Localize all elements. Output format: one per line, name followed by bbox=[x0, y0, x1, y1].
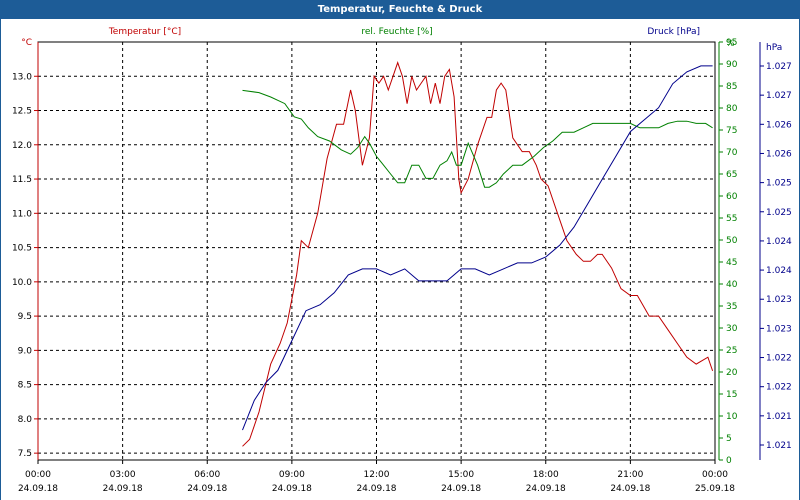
window-frame-left bbox=[0, 19, 1, 500]
temperature-tick-label: 12.5 bbox=[12, 107, 32, 117]
x-tick-time-label: 06:00 bbox=[194, 470, 220, 480]
temperature-tick-label: 9.5 bbox=[18, 312, 32, 322]
window-title: Temperatur, Feuchte & Druck bbox=[0, 0, 800, 19]
pressure-tick-label: 1.027 bbox=[766, 91, 792, 101]
humidity-tick-label: 40 bbox=[726, 280, 738, 290]
temperature-tick-label: 11.5 bbox=[12, 175, 32, 185]
humidity-tick-label: 5 bbox=[726, 434, 732, 444]
x-tick-date-label: 25.09.18 bbox=[695, 484, 735, 494]
temperature-axis-title: Temperatur [°C] bbox=[108, 27, 181, 37]
temperature-series-line bbox=[242, 61, 714, 447]
pressure-tick-label: 1.022 bbox=[766, 383, 792, 393]
x-tick-date-label: 24.09.18 bbox=[272, 484, 312, 494]
humidity-tick-label: 15 bbox=[726, 390, 737, 400]
x-tick-time-label: 00:00 bbox=[702, 470, 728, 480]
humidity-tick-label: 75 bbox=[726, 126, 737, 136]
humidity-tick-label: 25 bbox=[726, 346, 737, 356]
humidity-tick-label: 70 bbox=[726, 148, 738, 158]
x-tick-date-label: 24.09.18 bbox=[187, 484, 227, 494]
x-tick-time-label: 03:00 bbox=[110, 470, 136, 480]
pressure-tick-label: 1.024 bbox=[766, 237, 792, 247]
humidity-tick-label: 20 bbox=[726, 368, 738, 378]
humidity-tick-label: 45 bbox=[726, 258, 737, 268]
pressure-tick-label: 1.022 bbox=[766, 354, 792, 364]
x-tick-date-label: 24.09.18 bbox=[526, 484, 566, 494]
x-tick-time-label: 12:00 bbox=[364, 470, 390, 480]
temperature-tick-label: 8.0 bbox=[18, 415, 33, 425]
x-tick-time-label: 18:00 bbox=[533, 470, 559, 480]
humidity-tick-label: 90 bbox=[726, 60, 738, 70]
humidity-tick-label: 95 bbox=[726, 38, 737, 48]
humidity-tick-label: 50 bbox=[726, 236, 738, 246]
temperature-unit-label: °C bbox=[21, 38, 32, 48]
temperature-tick-label: 10.5 bbox=[12, 244, 32, 254]
pressure-tick-label: 1.025 bbox=[766, 179, 792, 189]
pressure-tick-label: 1.023 bbox=[766, 324, 792, 334]
pressure-tick-label: 1.021 bbox=[766, 412, 792, 422]
pressure-tick-label: 1.023 bbox=[766, 295, 792, 305]
x-tick-time-label: 15:00 bbox=[448, 470, 474, 480]
humidity-tick-label: 60 bbox=[726, 192, 738, 202]
pressure-tick-label: 1.027 bbox=[766, 62, 792, 72]
temperature-tick-label: 13.0 bbox=[12, 72, 32, 82]
pressure-series-line bbox=[242, 65, 713, 431]
humidity-tick-label: 0 bbox=[726, 456, 732, 466]
temperature-tick-label: 9.0 bbox=[18, 346, 33, 356]
humidity-tick-label: 30 bbox=[726, 324, 738, 334]
pressure-tick-label: 1.026 bbox=[766, 120, 792, 130]
temperature-tick-label: 7.5 bbox=[18, 449, 32, 459]
humidity-tick-label: 80 bbox=[726, 104, 738, 114]
humidity-series-line bbox=[242, 89, 713, 188]
humidity-unit-label: % bbox=[726, 39, 735, 49]
x-tick-date-label: 24.09.18 bbox=[441, 484, 481, 494]
humidity-tick-label: 55 bbox=[726, 214, 737, 224]
humidity-tick-label: 10 bbox=[726, 412, 738, 422]
x-tick-date-label: 24.09.18 bbox=[103, 484, 143, 494]
x-tick-date-label: 24.09.18 bbox=[18, 484, 58, 494]
pressure-tick-label: 1.025 bbox=[766, 208, 792, 218]
humidity-tick-label: 85 bbox=[726, 82, 737, 92]
x-tick-date-label: 24.09.18 bbox=[356, 484, 396, 494]
x-tick-time-label: 09:00 bbox=[279, 470, 305, 480]
x-tick-time-label: 00:00 bbox=[25, 470, 51, 480]
pressure-axis-title: Druck [hPa] bbox=[647, 27, 700, 37]
temperature-tick-label: 11.0 bbox=[12, 209, 32, 219]
x-tick-date-label: 24.09.18 bbox=[610, 484, 650, 494]
humidity-tick-label: 65 bbox=[726, 170, 737, 180]
temperature-tick-label: 12.0 bbox=[12, 141, 32, 151]
temperature-tick-label: 10.0 bbox=[12, 278, 32, 288]
pressure-tick-label: 1.021 bbox=[766, 441, 792, 451]
pressure-tick-label: 1.026 bbox=[766, 149, 792, 159]
humidity-axis-title: rel. Feuchte [%] bbox=[361, 27, 432, 37]
x-tick-time-label: 21:00 bbox=[617, 470, 643, 480]
pressure-unit-label: hPa bbox=[766, 43, 782, 53]
temperature-tick-label: 8.5 bbox=[18, 381, 32, 391]
pressure-tick-label: 1.024 bbox=[766, 266, 792, 276]
humidity-tick-label: 35 bbox=[726, 302, 737, 312]
